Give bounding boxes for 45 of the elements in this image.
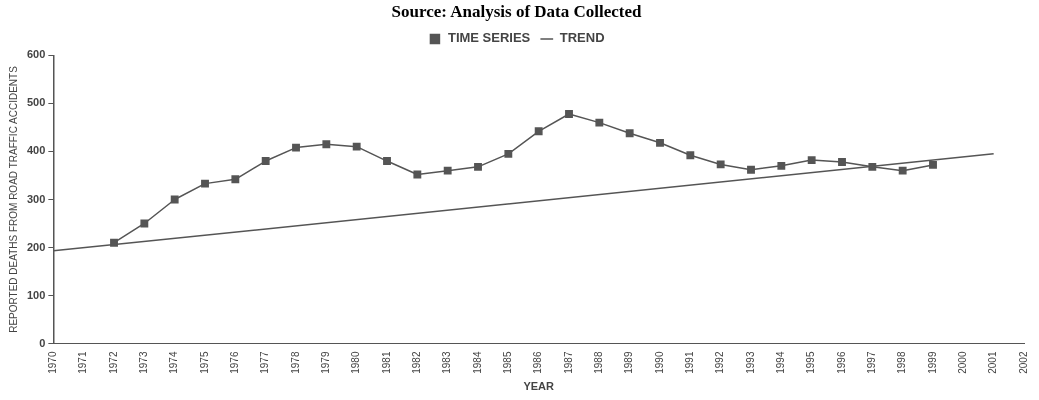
x-tick-label: 1995 bbox=[805, 351, 817, 374]
x-tick-label: 1976 bbox=[229, 351, 241, 374]
x-tick-label: 1998 bbox=[896, 351, 908, 374]
y-tick-label: 0 bbox=[39, 336, 46, 349]
x-tick-label: 1993 bbox=[744, 351, 756, 374]
x-tick-label: 1970 bbox=[47, 351, 59, 374]
x-tick-label: 1987 bbox=[562, 351, 574, 374]
x-tick-label: 1999 bbox=[926, 351, 938, 374]
x-tick-label: 2001 bbox=[987, 351, 999, 374]
y-tick-label: 300 bbox=[26, 192, 46, 205]
legend-label: TREND bbox=[559, 30, 605, 46]
x-axis-title: YEAR bbox=[523, 380, 555, 393]
x-tick-label: 1996 bbox=[835, 351, 847, 374]
x-tick-label: 1978 bbox=[289, 351, 301, 374]
x-tick-label: 1988 bbox=[593, 351, 605, 374]
x-tick-label: 1973 bbox=[138, 351, 150, 374]
x-tick-label: 1981 bbox=[380, 351, 392, 374]
x-tick-label: 1997 bbox=[866, 351, 878, 374]
x-tick-label: 1992 bbox=[714, 351, 726, 374]
y-tick-label: 600 bbox=[26, 48, 46, 61]
chart-title: Source: Analysis of Data Collected bbox=[391, 1, 643, 21]
x-tick-label: 1983 bbox=[441, 351, 453, 374]
x-tick-label: 2000 bbox=[957, 351, 969, 374]
x-tick-label: 1980 bbox=[350, 351, 362, 374]
x-tick-label: 1971 bbox=[77, 351, 89, 374]
x-tick-label: 1986 bbox=[532, 351, 544, 374]
x-tick-label: 1985 bbox=[502, 351, 514, 374]
x-tick-label: 1991 bbox=[684, 351, 696, 374]
x-tick-label: 1989 bbox=[623, 351, 635, 374]
x-tick-label: 1982 bbox=[411, 351, 423, 374]
legend-label: TIME SERIES bbox=[447, 30, 531, 46]
y-tick-label: 200 bbox=[26, 240, 46, 253]
x-tick-label: 1984 bbox=[471, 351, 483, 374]
x-tick-label: 1979 bbox=[320, 351, 332, 374]
x-tick-label: 2002 bbox=[1017, 351, 1029, 374]
x-tick-label: 1977 bbox=[259, 351, 271, 374]
x-tick-label: 1990 bbox=[653, 351, 665, 374]
x-tick-label: 1975 bbox=[198, 351, 210, 374]
x-tick-label: 1972 bbox=[107, 351, 119, 374]
x-tick-label: 1974 bbox=[168, 351, 180, 374]
x-tick-label: 1994 bbox=[775, 351, 787, 374]
y-tick-label: 100 bbox=[26, 288, 46, 301]
y-tick-label: 500 bbox=[26, 96, 46, 109]
y-axis-title: REPORTED DEATHS FROM ROAD TRAFFIC ACCIDENTS bbox=[7, 65, 19, 333]
y-tick-label: 400 bbox=[26, 144, 46, 157]
